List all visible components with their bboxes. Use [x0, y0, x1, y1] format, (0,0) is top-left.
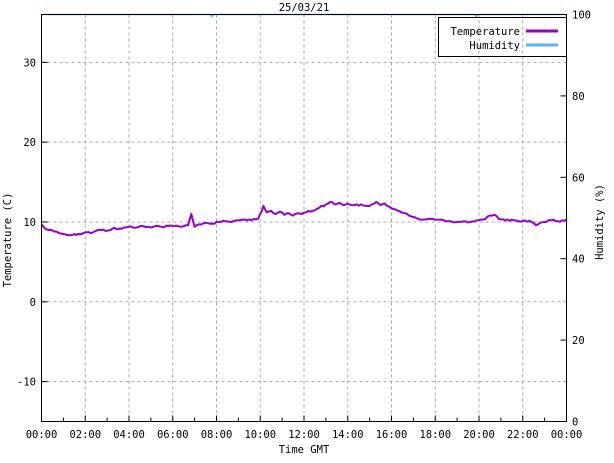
x-tick-label: 16:00 — [376, 429, 408, 441]
x-axis-label: Time GMT — [279, 444, 330, 456]
x-tick-label: 00:00 — [551, 429, 583, 441]
x-tick-label: 14:00 — [332, 429, 364, 441]
x-tick-label: 02:00 — [69, 429, 101, 441]
y-axis-label-temperature: Temperature (C) — [2, 193, 14, 288]
legend-item-temperature: Temperature — [450, 26, 558, 38]
y-tick-label: 20 — [23, 137, 36, 149]
x-tick-label: 04:00 — [113, 429, 145, 441]
x-tick-label: 00:00 — [26, 429, 58, 441]
y-tick-label: 10 — [23, 217, 36, 229]
legend-label-temperature: Temperature — [450, 26, 520, 38]
chart-title: 25/03/21 — [279, 2, 330, 14]
x-tick-label: 06:00 — [157, 429, 189, 441]
legend-item-humidity: Humidity — [469, 40, 558, 52]
axis-ticks — [41, 14, 567, 422]
y2-tick-label: 20 — [572, 335, 585, 347]
legend-box — [438, 17, 567, 57]
y-tick-label: 0 — [30, 297, 36, 309]
y2-axis-label-humidity: Humidity (%) — [594, 184, 606, 260]
y2-tick-label: 80 — [572, 91, 585, 103]
y-tick-label: 30 — [23, 57, 36, 69]
x-tick-label: 08:00 — [201, 429, 233, 441]
x-tick-label: 10:00 — [244, 429, 276, 441]
y2-tick-label: 60 — [572, 172, 585, 184]
y2-tick-label: 0 — [572, 417, 578, 429]
grid-lines — [41, 14, 567, 422]
y2-tick-label: 40 — [572, 254, 585, 266]
y-tick-label: -10 — [17, 377, 36, 389]
legend: Temperature Humidity — [438, 17, 567, 57]
x-tick-label: 12:00 — [288, 429, 320, 441]
x-tick-label: 18:00 — [419, 429, 451, 441]
axis-tick-labels: -10 0 10 20 30 0 20 40 60 80 100 00:00 02:00 04:00 06:… — [17, 10, 591, 442]
temperature-line — [40, 201, 567, 237]
x-tick-label: 22:00 — [507, 429, 539, 441]
x-tick-label: 20:00 — [463, 429, 495, 441]
legend-label-humidity: Humidity — [469, 40, 520, 52]
y2-tick-label: 100 — [572, 10, 591, 22]
